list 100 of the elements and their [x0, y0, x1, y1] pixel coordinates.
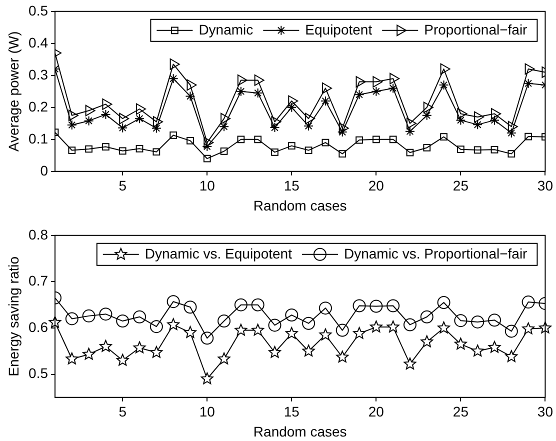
point	[152, 148, 160, 156]
point	[440, 133, 448, 141]
point	[133, 310, 146, 324]
point	[170, 58, 180, 70]
point	[65, 312, 78, 326]
point	[288, 95, 298, 107]
point	[271, 148, 278, 156]
point	[166, 295, 180, 308]
x-axis-title: Random cases	[253, 423, 347, 440]
legend-label: Dynamic	[198, 21, 254, 38]
point	[438, 321, 450, 334]
point	[200, 332, 214, 345]
point	[454, 314, 468, 328]
point	[403, 318, 416, 332]
point	[136, 103, 146, 115]
point	[102, 143, 110, 150]
x-tick-label: 25	[452, 178, 469, 194]
point	[506, 128, 516, 138]
x-tick-label: 30	[537, 178, 554, 194]
point	[150, 320, 163, 334]
x-axis-title: Random cases	[253, 197, 347, 214]
y-axis-title: Energy saving ratio	[5, 256, 22, 376]
point	[234, 324, 248, 336]
point	[338, 122, 349, 134]
point	[285, 327, 298, 339]
point	[85, 104, 96, 116]
point	[184, 300, 197, 314]
point	[186, 137, 194, 144]
point	[251, 298, 264, 312]
point	[218, 314, 231, 328]
x-tick-label: 5	[118, 404, 127, 420]
y-tick-label: 0.5	[28, 365, 48, 382]
point	[304, 120, 314, 131]
point	[423, 144, 431, 152]
point	[422, 110, 432, 120]
point	[474, 111, 484, 123]
point	[302, 344, 315, 356]
point	[471, 344, 484, 356]
point	[471, 315, 484, 328]
point	[220, 112, 231, 124]
point	[304, 146, 312, 154]
point	[423, 102, 434, 114]
point	[457, 146, 464, 153]
y-axis-title: Average power (W)	[5, 31, 22, 152]
point	[218, 352, 230, 364]
point	[338, 150, 346, 158]
point	[186, 79, 197, 91]
point	[285, 308, 298, 322]
point	[505, 350, 518, 362]
point	[356, 136, 363, 144]
y-tick-label: 0.3	[28, 66, 48, 82]
point	[100, 340, 112, 352]
point	[268, 346, 281, 358]
point	[508, 120, 518, 132]
point	[184, 326, 196, 338]
y-tick-label: 0.2	[28, 98, 48, 114]
point	[252, 88, 263, 98]
point	[202, 141, 212, 152]
point	[102, 98, 112, 110]
point	[118, 147, 126, 155]
point	[488, 314, 501, 327]
point	[490, 146, 498, 154]
point	[491, 108, 501, 120]
y-tick-label: 0.7	[28, 272, 48, 289]
legend-label: Dynamic vs. Equipotent	[144, 245, 292, 262]
point	[524, 63, 535, 75]
point	[68, 110, 78, 122]
point	[370, 300, 383, 313]
point	[116, 354, 129, 366]
point	[488, 340, 501, 353]
point	[457, 108, 468, 120]
x-tick-label: 30	[537, 404, 554, 420]
legend-label: Proportional−fair	[424, 21, 528, 38]
x-tick-label: 15	[284, 178, 300, 194]
point	[170, 132, 178, 139]
point	[320, 96, 330, 106]
point	[336, 350, 349, 362]
point	[504, 324, 518, 338]
point	[234, 298, 248, 312]
y-tick-label: 0	[40, 162, 48, 178]
point	[236, 86, 246, 96]
point	[371, 86, 382, 96]
point	[372, 136, 380, 144]
point	[254, 136, 262, 144]
point	[288, 142, 296, 150]
point	[352, 299, 366, 312]
point	[354, 90, 364, 100]
point	[420, 310, 434, 324]
point	[133, 341, 146, 354]
point	[389, 136, 397, 144]
point	[406, 148, 414, 156]
point	[219, 122, 230, 132]
point	[68, 146, 76, 154]
point	[523, 78, 534, 88]
x-tick-label: 10	[199, 178, 216, 194]
point	[152, 116, 163, 128]
point	[150, 346, 163, 358]
point	[100, 109, 111, 120]
point	[82, 348, 96, 360]
x-tick-label: 20	[368, 178, 384, 194]
